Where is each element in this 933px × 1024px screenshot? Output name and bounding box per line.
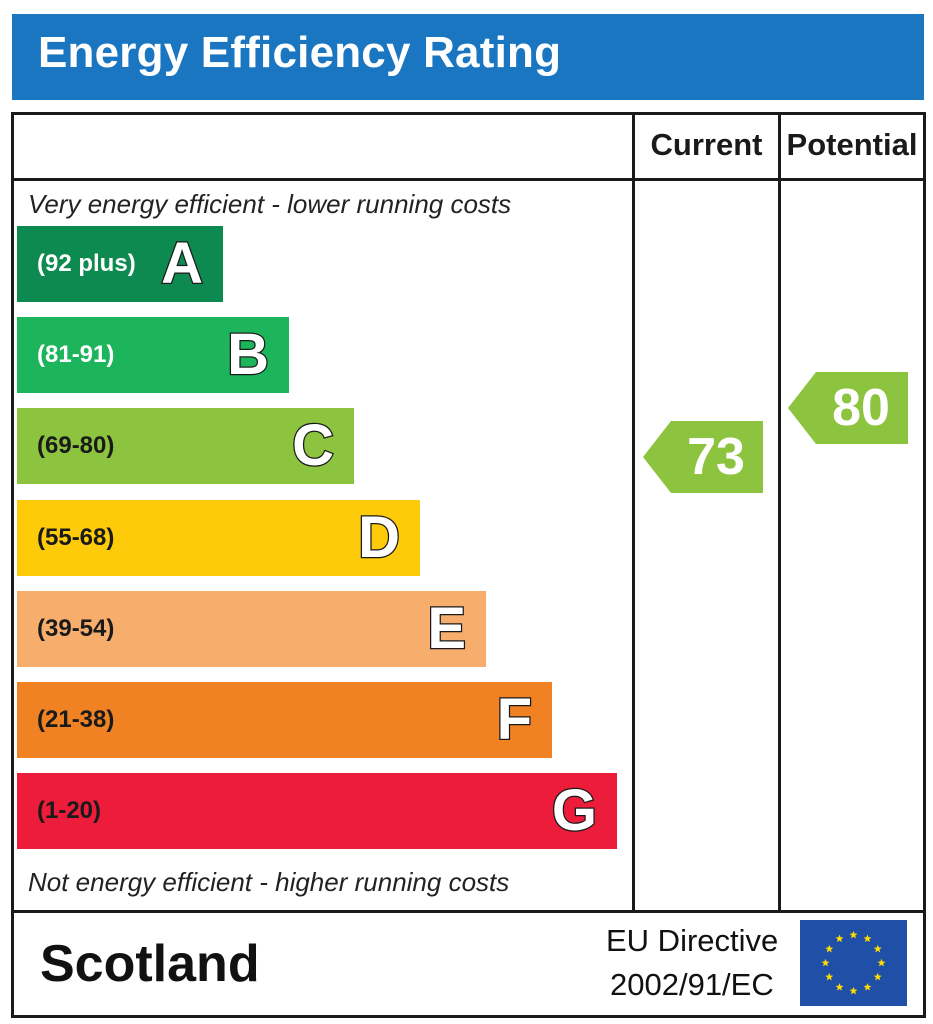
band-letter-g: G bbox=[551, 777, 599, 845]
directive-line-1: EU Directive bbox=[606, 923, 779, 958]
potential-rating-arrow-polygon bbox=[788, 372, 908, 444]
eu-star bbox=[863, 983, 872, 991]
eu-star bbox=[849, 930, 858, 939]
bottom-note: Not energy efficient - higher running co… bbox=[28, 867, 510, 897]
band-letter-a: A bbox=[160, 230, 204, 298]
eu-flag-icon bbox=[800, 920, 907, 1006]
chart-title: Energy Efficiency Rating bbox=[38, 28, 562, 77]
band-letter-b: B bbox=[226, 321, 270, 389]
band-letter-c: C bbox=[291, 412, 335, 480]
title-bar: Energy Efficiency Rating bbox=[12, 14, 924, 100]
directive-line-2: 2002/91/EC bbox=[610, 967, 774, 1002]
band-range-g: (1-20) bbox=[37, 797, 102, 824]
eu-star bbox=[877, 958, 886, 967]
eu-star bbox=[873, 944, 882, 953]
band-range-e: (39-54) bbox=[37, 615, 115, 642]
band-d: (55-68) D bbox=[17, 500, 420, 576]
eu-star bbox=[835, 934, 844, 943]
potential-rating-arrow: 80 bbox=[788, 372, 908, 444]
eu-star bbox=[825, 972, 834, 981]
band-f: (21-38) F bbox=[17, 682, 552, 758]
current-rating-arrow-shape bbox=[643, 421, 763, 493]
band-e: (39-54) E bbox=[17, 591, 486, 667]
band-range-f: (21-38) bbox=[37, 706, 115, 733]
current-rating-arrow: 73 bbox=[643, 421, 763, 493]
eu-star bbox=[849, 986, 858, 995]
country-label: Scotland bbox=[40, 935, 260, 993]
eu-star bbox=[821, 958, 830, 967]
eu-star bbox=[835, 983, 844, 991]
current-column-divider bbox=[632, 115, 635, 910]
band-letter-f: F bbox=[495, 686, 533, 754]
band-c: (69-80) C bbox=[17, 408, 354, 484]
potential-column-header: Potential bbox=[786, 127, 918, 162]
band-letter-d: D bbox=[357, 504, 401, 572]
potential-column-divider bbox=[778, 115, 781, 910]
current-rating-arrow-polygon bbox=[643, 421, 763, 493]
current-column-header: Current bbox=[650, 127, 763, 162]
potential-rating-arrow-value: 80 bbox=[832, 379, 890, 437]
band-letter-e: E bbox=[426, 595, 467, 663]
band-range-c: (69-80) bbox=[37, 432, 115, 459]
band-range-b: (81-91) bbox=[37, 341, 115, 368]
rating-frame: Current Potential Very energy efficient … bbox=[11, 112, 926, 1018]
footer-divider bbox=[14, 910, 923, 913]
eu-star bbox=[873, 972, 882, 981]
eu-star bbox=[825, 944, 834, 953]
header-divider bbox=[14, 178, 923, 181]
band-range-a: (92 plus) bbox=[37, 250, 136, 277]
current-rating-arrow-value: 73 bbox=[687, 428, 745, 486]
band-b: (81-91) B bbox=[17, 317, 289, 393]
band-g: (1-20) G bbox=[17, 773, 617, 849]
band-a: (92 plus) A bbox=[17, 226, 223, 302]
potential-rating-arrow-shape bbox=[788, 372, 908, 444]
eu-star bbox=[863, 934, 872, 943]
band-range-d: (55-68) bbox=[37, 524, 115, 551]
top-note: Very energy efficient - lower running co… bbox=[28, 189, 512, 219]
